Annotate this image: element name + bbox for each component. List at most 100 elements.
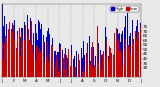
Bar: [74, 56, 75, 77]
Bar: [86, 53, 87, 77]
Bar: [71, 45, 72, 77]
Bar: [111, 61, 112, 77]
Bar: [93, 47, 94, 77]
Bar: [131, 4, 132, 77]
Bar: [133, 43, 134, 77]
Bar: [22, 28, 23, 77]
Bar: [130, 53, 131, 77]
Bar: [33, 52, 34, 77]
Bar: [20, 56, 21, 77]
Bar: [82, 72, 83, 77]
Bar: [14, 21, 15, 77]
Bar: [10, 42, 11, 77]
Bar: [140, 26, 141, 77]
Bar: [132, 20, 133, 77]
Bar: [113, 56, 114, 77]
Bar: [6, 24, 7, 77]
Bar: [88, 47, 89, 77]
Bar: [15, 20, 16, 77]
Bar: [36, 46, 37, 77]
Bar: [126, 7, 127, 77]
Bar: [51, 45, 52, 77]
Bar: [52, 38, 53, 77]
Bar: [126, 32, 127, 77]
Bar: [99, 67, 100, 77]
Bar: [128, 45, 129, 77]
Bar: [106, 39, 107, 77]
Bar: [92, 42, 93, 77]
Legend: High, Low: High, Low: [110, 6, 139, 12]
Bar: [57, 59, 58, 77]
Bar: [101, 70, 102, 77]
Bar: [75, 76, 76, 77]
Bar: [124, 49, 125, 77]
Bar: [114, 50, 115, 77]
Bar: [24, 40, 25, 77]
Bar: [70, 66, 71, 77]
Bar: [107, 37, 108, 77]
Bar: [11, 29, 12, 77]
Bar: [60, 44, 61, 77]
Bar: [96, 63, 97, 77]
Bar: [54, 51, 55, 77]
Bar: [27, 15, 28, 77]
Bar: [91, 47, 92, 77]
Bar: [118, 39, 119, 77]
Bar: [68, 49, 69, 77]
Bar: [28, 35, 29, 77]
Bar: [12, 32, 13, 77]
Bar: [104, 38, 105, 77]
Bar: [27, 36, 28, 77]
Bar: [21, 32, 22, 77]
Bar: [138, 31, 139, 77]
Bar: [8, 31, 9, 77]
Bar: [85, 72, 86, 77]
Bar: [94, 65, 95, 77]
Bar: [85, 50, 86, 77]
Bar: [132, 37, 133, 77]
Bar: [122, 66, 123, 77]
Bar: [125, 16, 126, 77]
Bar: [62, 50, 63, 77]
Bar: [103, 51, 104, 77]
Bar: [93, 68, 94, 77]
Bar: [107, 31, 108, 77]
Bar: [41, 50, 42, 77]
Bar: [49, 34, 50, 77]
Bar: [104, 53, 105, 77]
Bar: [106, 37, 107, 77]
Bar: [79, 60, 80, 77]
Bar: [98, 43, 99, 77]
Bar: [136, 39, 137, 77]
Bar: [99, 70, 100, 77]
Bar: [136, 26, 137, 77]
Bar: [76, 77, 77, 85]
Bar: [33, 33, 34, 77]
Bar: [135, 31, 136, 77]
Bar: [125, 39, 126, 77]
Bar: [17, 31, 18, 77]
Bar: [90, 61, 91, 77]
Bar: [24, 22, 25, 77]
Bar: [127, 45, 128, 77]
Bar: [112, 30, 113, 77]
Bar: [98, 62, 99, 77]
Bar: [78, 54, 79, 77]
Bar: [130, 33, 131, 77]
Bar: [97, 26, 98, 77]
Bar: [137, 32, 138, 77]
Bar: [128, 45, 129, 77]
Bar: [120, 49, 121, 77]
Bar: [51, 45, 52, 77]
Bar: [123, 28, 124, 77]
Bar: [9, 22, 10, 77]
Bar: [16, 48, 17, 77]
Bar: [28, 29, 29, 77]
Bar: [81, 77, 82, 83]
Bar: [35, 24, 36, 77]
Bar: [7, 21, 8, 77]
Bar: [49, 54, 50, 77]
Bar: [83, 41, 84, 77]
Bar: [84, 72, 85, 77]
Bar: [96, 47, 97, 77]
